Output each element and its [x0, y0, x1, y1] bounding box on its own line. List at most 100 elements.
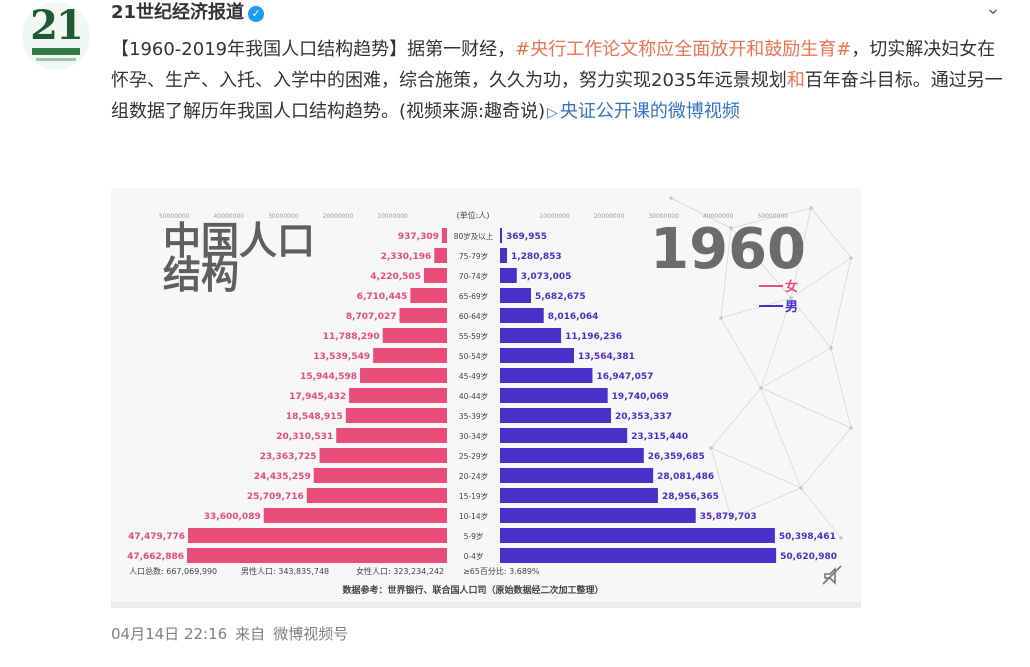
network-node — [789, 296, 793, 300]
avatar[interactable]: 21 — [22, 2, 90, 70]
right-axis-tick: 10000000 — [539, 213, 570, 220]
bar-label-male: 50,398,461 — [779, 532, 836, 542]
bar-female — [399, 308, 447, 323]
chart-legend: 女男 — [759, 279, 798, 315]
chart-year: 1960 — [650, 217, 806, 282]
account-name[interactable]: 21世纪经济报道 ✓ — [111, 0, 265, 24]
bar-female — [319, 448, 447, 463]
network-node — [719, 316, 723, 320]
video-icon[interactable]: ▷ — [547, 105, 558, 121]
unit-label: (单位:人) — [457, 210, 490, 220]
network-node — [799, 486, 803, 490]
age-group-label: 15-19岁 — [459, 491, 488, 501]
bar-female — [349, 388, 447, 403]
bar-label-male: 5,682,675 — [535, 292, 586, 302]
network-line — [790, 257, 852, 299]
bar-label-male: 369,955 — [506, 232, 547, 242]
bar-label-female: 33,600,089 — [204, 512, 261, 522]
left-axis-tick: 50000000 — [159, 213, 190, 220]
bar-label-female: 6,710,445 — [357, 292, 408, 302]
left-axis-ticks: 50000000 40000000 30000000 20000000 10000000 — [159, 213, 408, 220]
bar-female — [345, 408, 447, 423]
network-line — [670, 197, 732, 229]
from-label: 来自 — [235, 625, 266, 643]
chart-stats: 人口总数: 667,069,990 男性人口: 343,835,748 女性人口… — [129, 566, 540, 576]
video-link[interactable]: 央证公开课的微博视频 — [559, 101, 740, 122]
bar-label-female: 4,220,505 — [370, 272, 421, 282]
bar-label-female: 25,709,716 — [247, 492, 304, 502]
bar-male — [500, 468, 654, 483]
bar-label-male: 23,315,440 — [631, 432, 688, 442]
account-name-text: 21世纪经济报道 — [111, 2, 245, 23]
age-group-label: 0-4岁 — [464, 551, 484, 561]
network-line — [810, 207, 852, 259]
network-node — [849, 256, 853, 260]
bar-label-male: 3,073,005 — [521, 272, 572, 282]
bar-label-female: 15,944,598 — [300, 372, 357, 382]
network-node — [729, 226, 733, 230]
bar-label-male: 50,620,980 — [780, 552, 837, 562]
bar-female — [263, 508, 447, 523]
bar-label-female: 11,788,290 — [323, 332, 380, 342]
network-node — [709, 446, 713, 450]
network-node — [829, 346, 833, 350]
bar-male — [500, 408, 612, 423]
bar-male — [500, 548, 777, 563]
age-group-label: 70-74岁 — [459, 271, 488, 281]
network-line — [720, 227, 732, 319]
bar-label-female: 937,309 — [398, 232, 439, 242]
network-line — [730, 487, 802, 519]
avatar-band-2 — [36, 58, 76, 61]
video-player[interactable]: 50000000 40000000 30000000 20000000 10000000… — [111, 188, 861, 608]
bar-male — [500, 248, 507, 263]
hashtag-link[interactable]: #央行工作论文称应全面放开和鼓励生育# — [515, 39, 852, 60]
highlight-word: 和 — [786, 70, 805, 91]
right-axis-tick: 20000000 — [594, 213, 625, 220]
left-axis-tick: 40000000 — [214, 213, 245, 220]
bar-male — [500, 348, 574, 363]
post-title: 【1960-2019年我国人口结构趋势】 — [111, 39, 408, 60]
bar-label-female: 47,479,776 — [128, 532, 185, 542]
bar-label-male: 20,353,337 — [615, 412, 672, 422]
bar-label-male: 28,081,486 — [657, 472, 714, 482]
chart-bars: 937,309 369,955 80岁及以上 2,330,196 1,280,853 75… — [127, 228, 837, 563]
bar-male — [500, 528, 775, 543]
verified-icon: ✓ — [248, 6, 265, 22]
network-line — [730, 207, 812, 229]
network-node — [809, 206, 813, 210]
post-source[interactable]: 微博视频号 — [273, 625, 349, 643]
age-group-label: 30-34岁 — [459, 431, 488, 441]
age-group-label: 40-44岁 — [459, 391, 488, 401]
bar-label-male: 26,359,685 — [648, 452, 705, 462]
mute-icon[interactable] — [822, 565, 842, 585]
bar-label-male: 1,280,853 — [511, 252, 562, 262]
left-axis-tick: 20000000 — [323, 213, 354, 220]
network-line — [790, 297, 832, 349]
network-line — [830, 347, 852, 429]
stat-female: 女性人口: 323,234,242 — [356, 566, 444, 576]
bar-female — [187, 548, 447, 563]
video-progress-track[interactable] — [111, 602, 861, 608]
network-line — [760, 387, 852, 429]
network-line — [830, 257, 852, 349]
post-text-1: 据第一财经， — [407, 39, 516, 60]
bar-label-female: 18,548,915 — [286, 412, 343, 422]
network-line — [720, 317, 762, 389]
network-line — [760, 347, 832, 389]
post-time[interactable]: 04月14日 22:16 — [111, 625, 228, 643]
age-group-label: 80岁及以上 — [454, 231, 494, 241]
network-line — [710, 447, 802, 489]
post-footer: 04月14日 22:16 来自 微博视频号 — [111, 623, 356, 644]
age-group-label: 20-24岁 — [459, 471, 488, 481]
network-line — [720, 297, 792, 319]
network-line — [800, 487, 842, 539]
age-group-label: 75-79岁 — [459, 251, 488, 261]
bar-male — [500, 368, 593, 383]
bar-label-female: 17,945,432 — [289, 392, 346, 402]
avatar-logo-text: 21 — [30, 2, 84, 49]
age-group-label: 5-9岁 — [464, 531, 484, 541]
chevron-down-icon[interactable]: ⌄ — [985, 0, 1001, 19]
age-group-label: 55-59岁 — [459, 331, 488, 341]
bar-label-male: 35,879,703 — [700, 512, 757, 522]
legend-label: 男 — [785, 300, 798, 315]
